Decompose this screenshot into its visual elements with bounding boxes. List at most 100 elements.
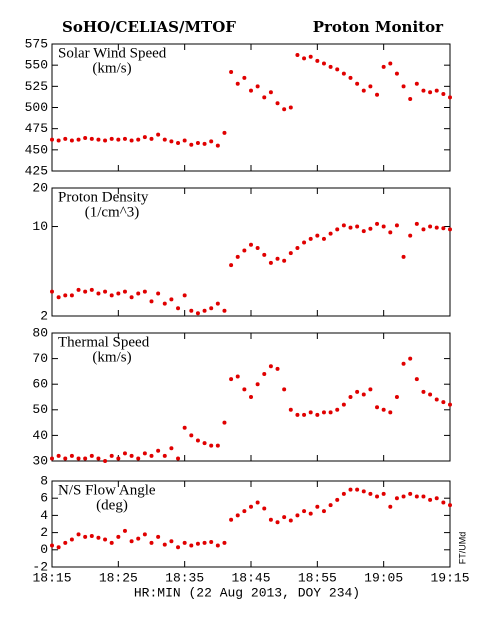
data-point — [182, 425, 187, 430]
y-tick-label: -2 — [32, 559, 48, 574]
data-point — [288, 251, 293, 256]
data-point — [215, 543, 220, 548]
y-tick-label: 6 — [40, 491, 48, 506]
y-tick-label: 575 — [25, 36, 48, 51]
y-tick-label: 550 — [25, 58, 48, 73]
x-axis-label: HR:MIN (22 Aug 2013, DOY 234) — [134, 585, 360, 600]
data-point — [136, 536, 141, 541]
data-point — [448, 503, 452, 508]
data-point — [162, 137, 167, 142]
data-point — [408, 356, 413, 361]
data-point — [341, 491, 346, 496]
data-point — [361, 229, 366, 234]
data-point — [321, 236, 326, 241]
data-point — [229, 377, 234, 382]
data-point — [209, 139, 214, 144]
data-point — [255, 245, 260, 250]
data-point — [448, 402, 452, 407]
data-point — [229, 69, 234, 74]
side-note: FT/UMd — [457, 532, 467, 565]
data-point — [428, 224, 433, 229]
data-point — [434, 88, 439, 93]
data-point — [255, 500, 260, 505]
data-point — [421, 494, 426, 499]
data-point — [76, 137, 81, 142]
data-point — [209, 306, 214, 311]
data-point — [355, 81, 360, 86]
data-point — [182, 138, 187, 143]
data-point — [381, 224, 386, 229]
data-point — [76, 456, 81, 461]
data-point — [235, 254, 240, 259]
data-point — [209, 443, 214, 448]
data-point — [50, 456, 54, 461]
data-point — [162, 301, 167, 306]
data-point — [321, 410, 326, 415]
data-point — [109, 293, 114, 298]
data-point — [195, 311, 200, 316]
data-point — [242, 248, 247, 253]
data-point — [89, 453, 94, 458]
data-point — [328, 231, 333, 236]
y-tick-label: 2 — [40, 308, 48, 323]
data-point — [394, 71, 399, 76]
data-point — [441, 400, 446, 405]
x-tick-label: 19:05 — [364, 570, 403, 585]
x-tick-label: 19:15 — [430, 570, 469, 585]
data-point — [414, 221, 419, 226]
data-point — [156, 534, 161, 539]
data-point — [394, 496, 399, 501]
y-tick-label: 30 — [32, 453, 48, 468]
data-point — [255, 382, 260, 387]
data-point — [142, 532, 147, 537]
data-point — [282, 107, 287, 112]
data-point — [103, 289, 108, 294]
x-tick-label: 18:25 — [99, 570, 138, 585]
data-point — [182, 540, 187, 545]
data-point — [401, 494, 406, 499]
data-point — [375, 92, 380, 97]
y-tick-label: 20 — [32, 180, 48, 195]
y-tick-label: 0 — [40, 542, 48, 557]
data-point — [229, 517, 234, 522]
panel-label: Proton Density — [58, 189, 149, 205]
x-tick-label: 18:55 — [298, 570, 337, 585]
y-tick-label: 80 — [32, 325, 48, 340]
data-point — [89, 534, 94, 539]
data-point — [202, 141, 207, 146]
y-tick-label: 8 — [40, 473, 48, 488]
data-point — [116, 291, 121, 296]
data-point — [176, 306, 181, 311]
data-point — [414, 81, 419, 86]
data-point — [348, 225, 353, 230]
data-point — [129, 453, 134, 458]
data-point — [56, 545, 61, 550]
data-point — [83, 135, 88, 140]
data-point — [242, 509, 247, 514]
data-point — [255, 84, 260, 89]
data-point — [368, 387, 373, 392]
data-point — [242, 75, 247, 80]
data-point — [381, 64, 386, 69]
data-point — [122, 289, 127, 294]
data-point — [122, 528, 127, 533]
data-point — [189, 543, 194, 548]
x-tick-label: 18:15 — [32, 570, 71, 585]
data-point — [195, 438, 200, 443]
data-point — [295, 53, 300, 58]
data-point — [388, 504, 393, 509]
data-point — [335, 67, 340, 72]
y-tick-label: 450 — [25, 142, 48, 157]
data-point — [169, 139, 174, 144]
y-tick-label: 4 — [40, 508, 48, 523]
data-point — [288, 105, 293, 110]
data-point — [302, 240, 307, 245]
data-point — [129, 295, 134, 300]
data-point — [189, 433, 194, 438]
data-point — [308, 410, 313, 415]
data-point — [215, 143, 220, 148]
data-point — [348, 75, 353, 80]
header-left: SoHO/CELIAS/MTOF — [62, 18, 236, 36]
y-tick-label: 525 — [25, 79, 48, 94]
data-point — [295, 245, 300, 250]
